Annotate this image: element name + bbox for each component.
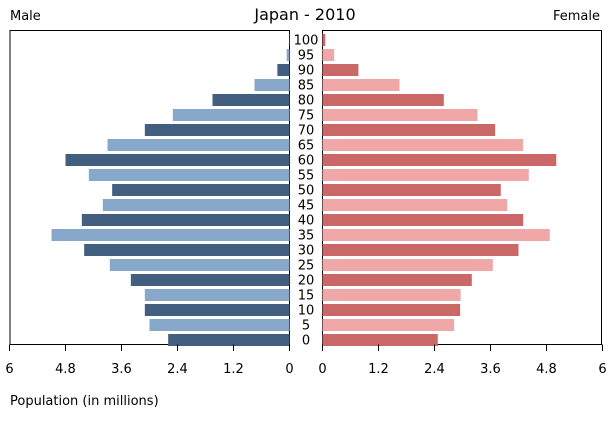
male-bar-35	[51, 229, 290, 241]
male-bar-55	[88, 169, 290, 181]
male-bar-0	[168, 334, 290, 346]
age-labels-layer: 0510152025303540455055606570758085909510…	[294, 34, 319, 349]
female-tick-label: 2.4	[424, 362, 445, 377]
female-tick-label: 4.8	[536, 362, 557, 377]
bars-layer	[51, 34, 557, 346]
female-bar-25	[322, 259, 493, 271]
age-label-0: 0	[302, 334, 310, 349]
female-bar-55	[322, 169, 529, 181]
male-bar-10	[144, 304, 290, 316]
male-tick-label: 1.2	[223, 362, 244, 377]
male-tick-label: 2.4	[167, 362, 188, 377]
male-tick-label: 0	[285, 362, 293, 377]
male-bar-90	[277, 64, 290, 76]
male-tick-label: 4.8	[55, 362, 76, 377]
male-bar-75	[172, 109, 290, 121]
female-bar-40	[322, 214, 524, 226]
male-bar-70	[144, 124, 290, 136]
female-bar-35	[322, 229, 550, 241]
female-bar-45	[322, 199, 508, 211]
age-label-85: 85	[298, 79, 315, 94]
male-bar-45	[102, 199, 290, 211]
female-bar-5	[322, 319, 455, 331]
age-label-30: 30	[298, 244, 315, 259]
male-bar-25	[109, 259, 290, 271]
age-label-35: 35	[298, 229, 315, 244]
female-bar-65	[322, 139, 524, 151]
female-bar-75	[322, 109, 478, 121]
male-bar-5	[149, 319, 290, 331]
female-bar-30	[322, 244, 519, 256]
female-side-label: Female	[553, 9, 600, 24]
female-bar-60	[322, 154, 557, 166]
age-label-25: 25	[298, 259, 315, 274]
male-side-label: Male	[10, 9, 41, 24]
female-tick-label: 1.2	[368, 362, 389, 377]
male-bar-30	[84, 244, 290, 256]
age-label-80: 80	[298, 94, 315, 109]
female-bar-10	[322, 304, 461, 316]
male-bar-50	[112, 184, 290, 196]
female-bar-95	[322, 49, 335, 61]
female-tick-label: 0	[318, 362, 326, 377]
age-label-100: 100	[294, 34, 319, 49]
x-ticks-layer: 6 4.8 3.6 2.4 1.2 0 0 1.2 2.4 3.6 4.8 6	[5, 344, 607, 377]
male-bar-60	[65, 154, 290, 166]
age-label-40: 40	[298, 214, 315, 229]
female-bar-100	[322, 34, 326, 46]
age-label-45: 45	[298, 199, 315, 214]
male-bar-85	[254, 79, 290, 91]
female-bar-85	[322, 79, 400, 91]
male-tick-label: 6	[5, 362, 13, 377]
female-tick-label: 6	[598, 362, 606, 377]
male-bar-40	[81, 214, 290, 226]
age-label-95: 95	[298, 49, 315, 64]
male-tick-label: 3.6	[111, 362, 132, 377]
male-bar-95	[286, 49, 290, 61]
female-tick-label: 3.6	[480, 362, 501, 377]
age-label-5: 5	[302, 319, 310, 334]
female-bar-15	[322, 289, 461, 301]
age-label-10: 10	[298, 304, 315, 319]
age-label-70: 70	[298, 124, 315, 139]
age-label-90: 90	[298, 64, 315, 79]
age-label-20: 20	[298, 274, 315, 289]
female-bar-90	[322, 64, 359, 76]
female-bar-50	[322, 184, 501, 196]
female-bar-70	[322, 124, 496, 136]
male-bar-80	[212, 94, 290, 106]
age-label-65: 65	[298, 139, 315, 154]
age-label-15: 15	[298, 289, 315, 304]
female-bar-0	[322, 334, 438, 346]
age-label-60: 60	[298, 154, 315, 169]
female-bar-80	[322, 94, 444, 106]
x-axis-label: Population (in millions)	[10, 394, 159, 409]
male-bar-20	[130, 274, 290, 286]
age-label-50: 50	[298, 184, 315, 199]
chart-title: Japan - 2010	[253, 5, 355, 24]
age-label-75: 75	[298, 109, 315, 124]
male-bar-15	[144, 289, 290, 301]
male-bar-65	[107, 139, 290, 151]
age-label-55: 55	[298, 169, 315, 184]
female-bar-20	[322, 274, 472, 286]
